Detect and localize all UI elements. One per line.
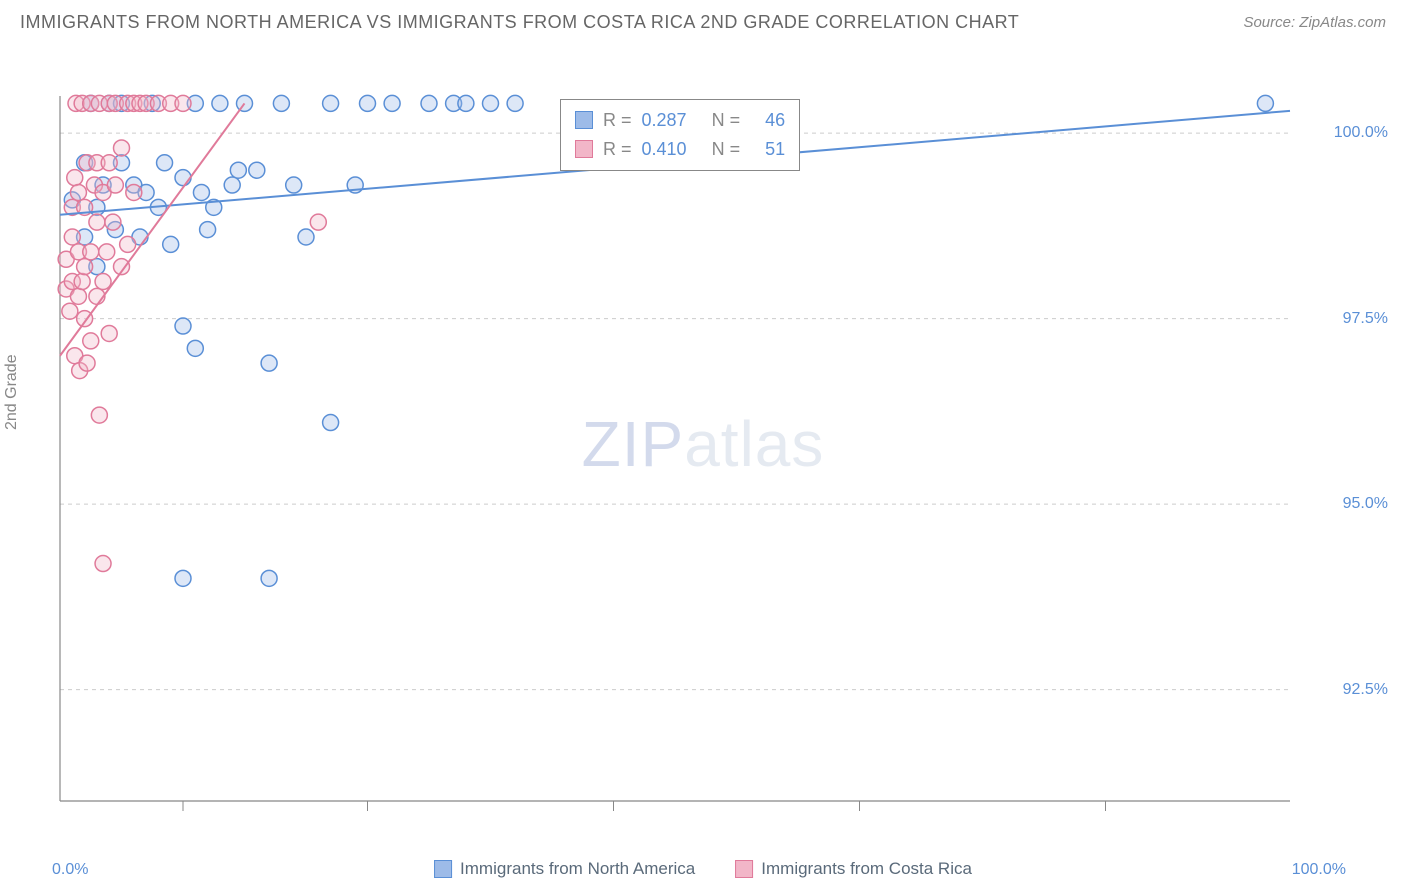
legend-label: Immigrants from Costa Rica: [761, 859, 972, 879]
y-axis-label: 2nd Grade: [3, 354, 21, 430]
n-value: 51: [765, 135, 785, 164]
swatch-icon: [575, 111, 593, 129]
y-tick-label: 100.0%: [1334, 124, 1388, 142]
chart-area: 2nd Grade ZIPatlas 92.5%95.0%97.5%100.0%…: [0, 41, 1406, 881]
y-tick-label: 95.0%: [1343, 495, 1388, 513]
stats-row-series-0: R = 0.287 N = 46: [575, 106, 785, 135]
swatch-icon: [434, 860, 452, 878]
legend-item-costa-rica: Immigrants from Costa Rica: [735, 859, 972, 879]
r-label: R =: [603, 135, 632, 164]
n-label: N =: [712, 135, 741, 164]
x-min-label: 0.0%: [52, 861, 88, 879]
y-tick-label: 97.5%: [1343, 310, 1388, 328]
r-value: 0.287: [642, 106, 687, 135]
r-value: 0.410: [642, 135, 687, 164]
r-label: R =: [603, 106, 632, 135]
source-label: Source: ZipAtlas.com: [1243, 14, 1386, 31]
stats-row-series-1: R = 0.410 N = 51: [575, 135, 785, 164]
y-tick-label: 92.5%: [1343, 681, 1388, 699]
chart-title: IMMIGRANTS FROM NORTH AMERICA VS IMMIGRA…: [20, 12, 1019, 33]
swatch-icon: [575, 140, 593, 158]
legend-label: Immigrants from North America: [460, 859, 695, 879]
x-max-label: 100.0%: [1292, 861, 1346, 879]
legend-item-north-america: Immigrants from North America: [434, 859, 695, 879]
swatch-icon: [735, 860, 753, 878]
n-value: 46: [765, 106, 785, 135]
legend-bottom: Immigrants from North America Immigrants…: [434, 859, 972, 879]
stats-legend-box: R = 0.287 N = 46 R = 0.410 N = 51: [560, 99, 800, 171]
scatter-plot: [50, 91, 1300, 831]
n-label: N =: [712, 106, 741, 135]
title-bar: IMMIGRANTS FROM NORTH AMERICA VS IMMIGRA…: [0, 0, 1406, 41]
